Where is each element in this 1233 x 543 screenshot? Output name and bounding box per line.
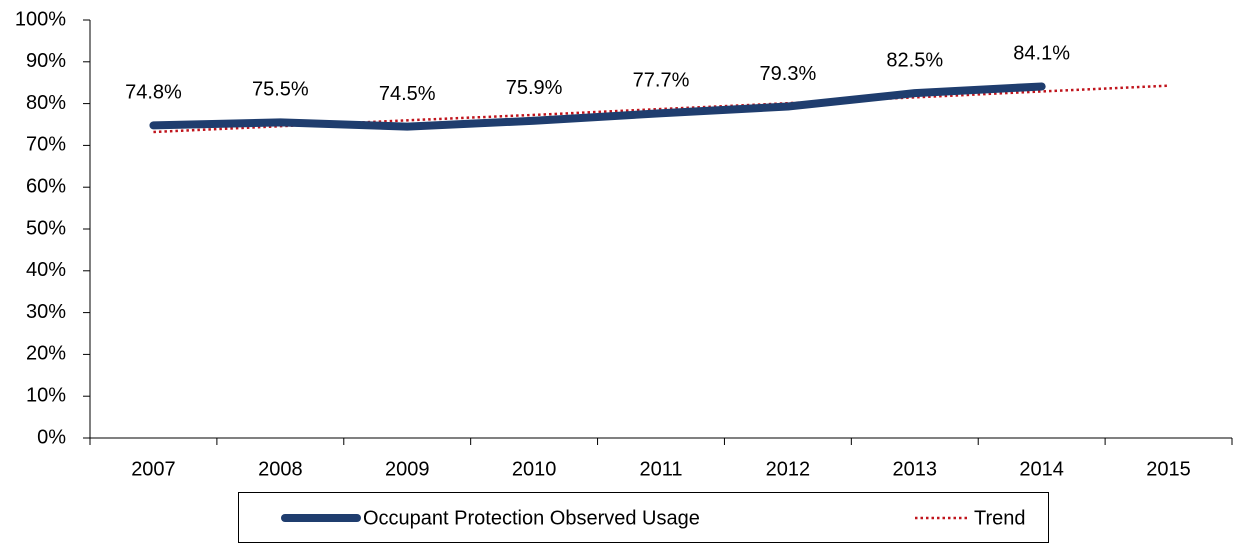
legend-box: [238, 492, 1049, 543]
x-tick-label: 2015: [1146, 458, 1191, 480]
y-tick-label: 70%: [26, 134, 66, 156]
x-tick-label: 2010: [512, 458, 557, 480]
data-label: 84.1%: [1013, 43, 1070, 65]
legend-label: Trend: [974, 507, 1026, 529]
y-tick-label: 60%: [26, 175, 66, 197]
y-tick-label: 100%: [15, 8, 66, 30]
y-tick-label: 90%: [26, 50, 66, 72]
data-label: 75.9%: [506, 77, 563, 99]
x-tick-label: 2007: [131, 458, 176, 480]
x-tick-label: 2008: [258, 458, 303, 480]
y-tick-label: 80%: [26, 92, 66, 114]
x-tick-label: 2014: [1019, 458, 1064, 480]
data-label: 79.3%: [760, 63, 817, 85]
y-tick-label: 50%: [26, 217, 66, 239]
y-tick-label: 30%: [26, 301, 66, 323]
x-tick-label: 2011: [639, 458, 682, 480]
data-label: 75.5%: [252, 79, 309, 101]
data-label: 74.8%: [125, 82, 182, 104]
y-tick-label: 10%: [26, 384, 66, 406]
data-label: 74.5%: [379, 83, 436, 105]
x-tick-label: 2013: [893, 458, 938, 480]
y-tick-label: 20%: [26, 343, 66, 365]
trend-line: [153, 84, 1169, 134]
data-label: 77.7%: [633, 69, 690, 91]
legend-label: Occupant Protection Observed Usage: [363, 507, 700, 529]
data-label: 82.5%: [886, 49, 943, 71]
y-tick-label: 0%: [37, 426, 66, 448]
y-tick-label: 40%: [26, 259, 66, 281]
x-tick-label: 2009: [385, 458, 430, 480]
x-tick-label: 2012: [766, 458, 811, 480]
series-line: [149, 82, 1046, 131]
